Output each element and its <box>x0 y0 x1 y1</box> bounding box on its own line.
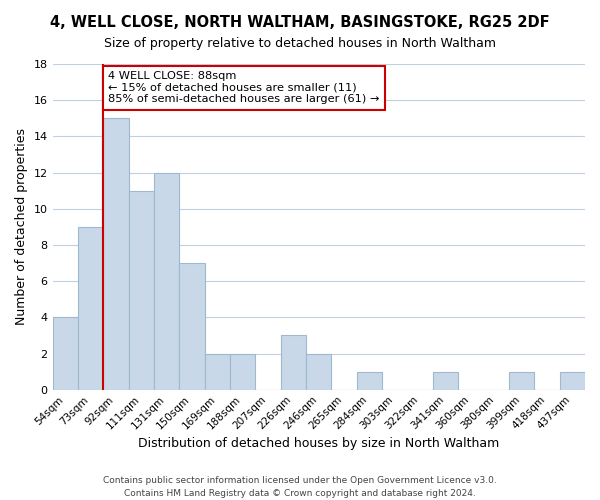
X-axis label: Distribution of detached houses by size in North Waltham: Distribution of detached houses by size … <box>138 437 499 450</box>
Bar <box>205 354 230 390</box>
Text: 4 WELL CLOSE: 88sqm
← 15% of detached houses are smaller (11)
85% of semi-detach: 4 WELL CLOSE: 88sqm ← 15% of detached ho… <box>109 71 380 104</box>
Bar <box>306 354 331 390</box>
Bar <box>230 354 256 390</box>
Bar <box>433 372 458 390</box>
Bar <box>128 190 154 390</box>
Bar <box>509 372 534 390</box>
Bar <box>103 118 128 390</box>
Bar <box>560 372 585 390</box>
Text: Contains public sector information licensed under the Open Government Licence v3: Contains public sector information licen… <box>103 476 497 485</box>
Bar <box>78 227 103 390</box>
Text: Size of property relative to detached houses in North Waltham: Size of property relative to detached ho… <box>104 38 496 51</box>
Text: 4, WELL CLOSE, NORTH WALTHAM, BASINGSTOKE, RG25 2DF: 4, WELL CLOSE, NORTH WALTHAM, BASINGSTOK… <box>50 15 550 30</box>
Text: Contains HM Land Registry data © Crown copyright and database right 2024.: Contains HM Land Registry data © Crown c… <box>124 488 476 498</box>
Y-axis label: Number of detached properties: Number of detached properties <box>15 128 28 326</box>
Bar <box>281 336 306 390</box>
Bar <box>179 263 205 390</box>
Bar <box>357 372 382 390</box>
Bar <box>53 318 78 390</box>
Bar <box>154 172 179 390</box>
